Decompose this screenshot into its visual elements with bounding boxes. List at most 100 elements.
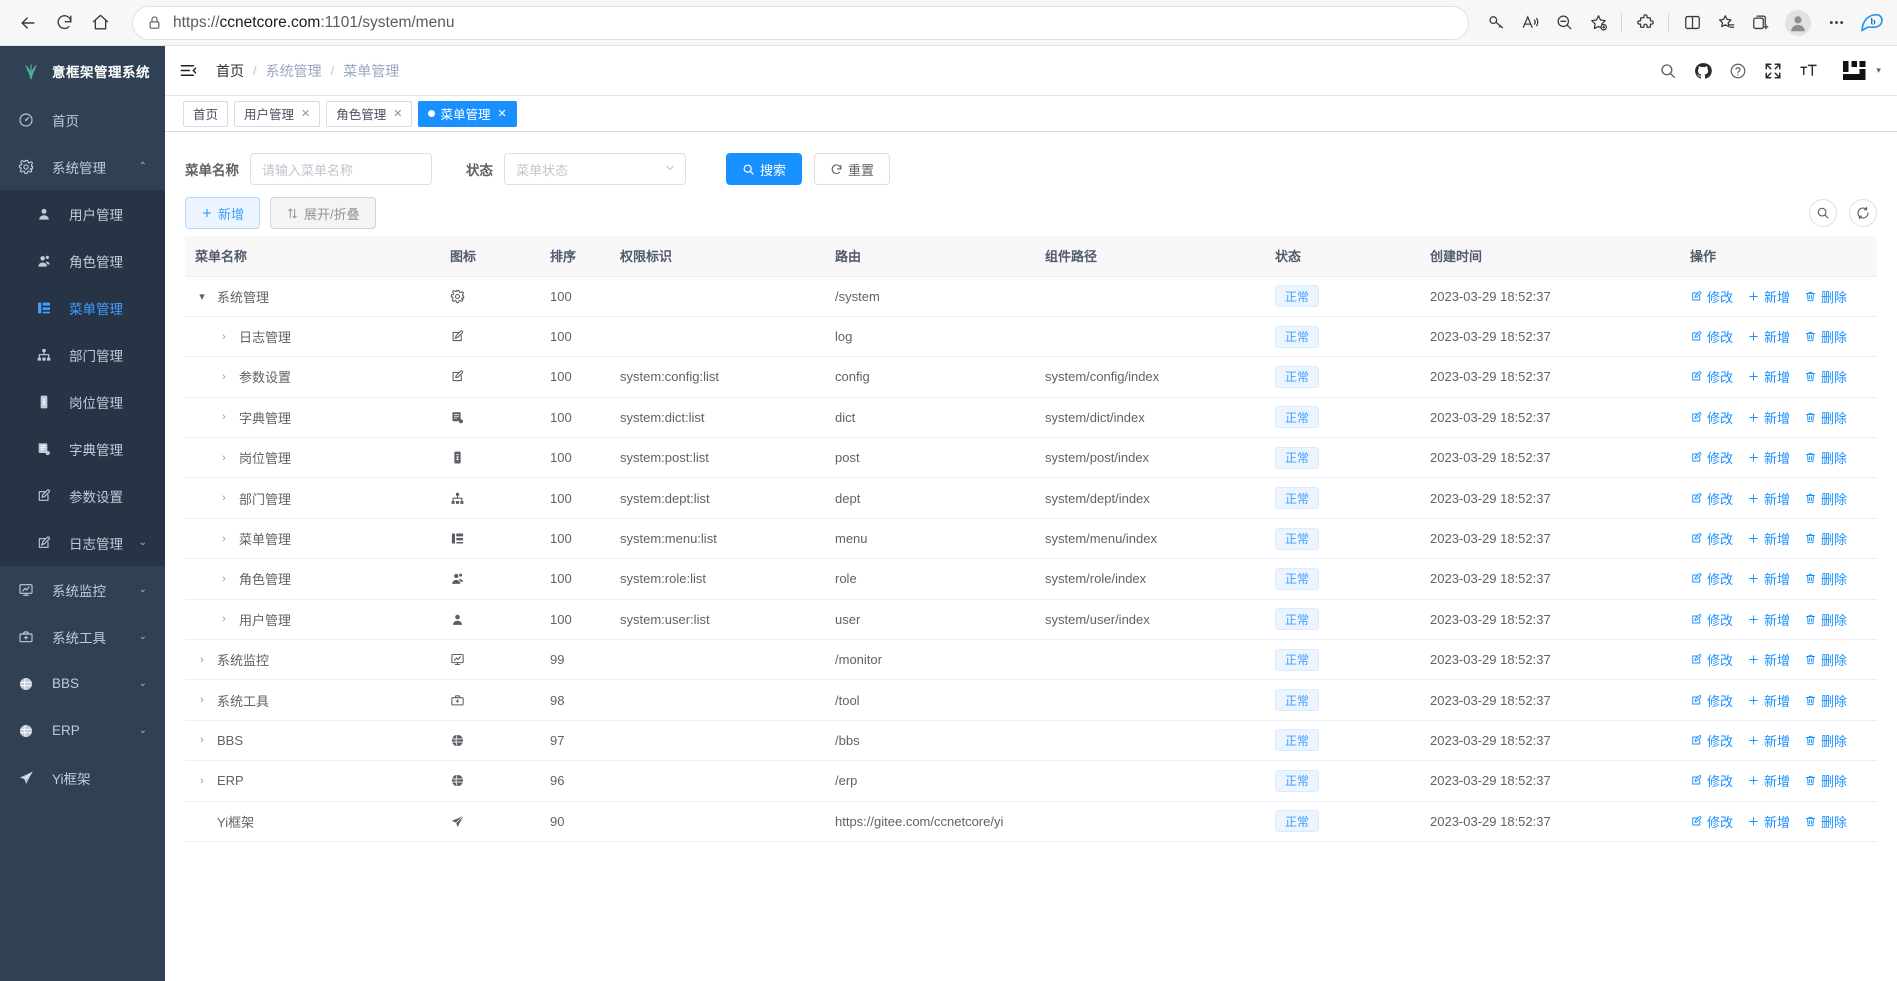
table-row[interactable]: › 参数设置 100 system:config:list config system/… — [185, 356, 1877, 398]
menu-name-input[interactable]: 请输入菜单名称 — [250, 153, 432, 185]
tree-expand-icon[interactable]: › — [200, 653, 204, 666]
tag-0[interactable]: 首页 — [183, 100, 229, 127]
table-row[interactable]: › 菜单管理 100 system:menu:list menu system/menu… — [185, 518, 1877, 560]
search-button[interactable]: 搜索 — [726, 153, 803, 185]
table-row[interactable]: › 日志管理 100 log 正常 2023-03-29 18:52:37 修改 新增 删除 — [185, 316, 1877, 358]
tree-expand-icon[interactable]: › — [222, 330, 226, 343]
browser-home-button[interactable] — [82, 5, 118, 41]
browser-refresh-button[interactable] — [46, 5, 82, 41]
tree-expand-icon[interactable]: ▾ — [199, 290, 205, 303]
font-size-icon[interactable] — [1799, 61, 1818, 80]
sidebar-item-2[interactable]: 用户管理 — [0, 190, 165, 237]
row-action-新增[interactable]: 新增 — [1747, 650, 1790, 669]
row-action-新增[interactable]: 新增 — [1747, 569, 1790, 588]
row-action-修改[interactable]: 修改 — [1690, 731, 1733, 750]
sidebar-item-8[interactable]: 参数设置 — [0, 472, 165, 519]
row-action-新增[interactable]: 新增 — [1747, 327, 1790, 346]
tree-expand-icon[interactable]: › — [222, 411, 226, 424]
row-action-删除[interactable]: 删除 — [1804, 731, 1847, 750]
row-action-修改[interactable]: 修改 — [1690, 691, 1733, 710]
tree-expand-icon[interactable]: › — [200, 774, 204, 787]
table-row[interactable]: › 字典管理 100 system:dict:list dict system/dict… — [185, 397, 1877, 439]
table-row[interactable]: › BBS 97/bbs 正常 2023-03-29 18:52:37 修改 新增 删除 — [185, 720, 1877, 762]
sidebar-item-4[interactable]: 菜单管理 — [0, 284, 165, 331]
expand-collapse-button[interactable]: 展开/折叠 — [270, 197, 376, 229]
tree-expand-icon[interactable]: › — [222, 572, 226, 585]
sidebar-item-5[interactable]: 部门管理 — [0, 331, 165, 378]
row-action-修改[interactable]: 修改 — [1690, 327, 1733, 346]
hamburger-collapse-icon[interactable] — [179, 61, 198, 80]
sidebar-item-9[interactable]: 日志管理 ⌄ — [0, 519, 165, 566]
close-icon[interactable]: ✕ — [497, 108, 507, 120]
table-row[interactable]: › 系统工具 98/tool 正常 2023-03-29 18:52:37 修改 新增 删除 — [185, 679, 1877, 721]
split-screen-icon[interactable] — [1675, 6, 1709, 40]
row-action-删除[interactable]: 删除 — [1804, 812, 1847, 831]
row-action-删除[interactable]: 删除 — [1804, 489, 1847, 508]
row-action-新增[interactable]: 新增 — [1747, 529, 1790, 548]
row-action-删除[interactable]: 删除 — [1804, 650, 1847, 669]
tree-expand-icon[interactable]: › — [222, 451, 226, 464]
tree-expand-icon[interactable]: › — [222, 532, 226, 545]
yi-avatar-logo[interactable]: ▾ — [1841, 59, 1881, 83]
close-icon[interactable]: ✕ — [393, 108, 403, 120]
row-action-删除[interactable]: 删除 — [1804, 448, 1847, 467]
row-action-新增[interactable]: 新增 — [1747, 610, 1790, 629]
browser-back-button[interactable] — [10, 5, 46, 41]
row-action-删除[interactable]: 删除 — [1804, 367, 1847, 386]
row-action-修改[interactable]: 修改 — [1690, 650, 1733, 669]
extensions-icon[interactable] — [1628, 6, 1662, 40]
row-action-修改[interactable]: 修改 — [1690, 287, 1733, 306]
profile-avatar[interactable] — [1785, 9, 1811, 36]
sidebar-item-6[interactable]: 岗位管理 — [0, 378, 165, 425]
sidebar-item-13[interactable]: ERP ⌄ — [0, 707, 165, 754]
row-action-修改[interactable]: 修改 — [1690, 771, 1733, 790]
row-action-修改[interactable]: 修改 — [1690, 448, 1733, 467]
row-action-删除[interactable]: 删除 — [1804, 569, 1847, 588]
more-options-icon[interactable] — [1819, 6, 1853, 40]
row-action-修改[interactable]: 修改 — [1690, 569, 1733, 588]
table-row[interactable]: › 系统监控 99/monitor 正常 2023-03-29 18:52:37 修改 新… — [185, 639, 1877, 681]
row-action-新增[interactable]: 新增 — [1747, 812, 1790, 831]
fullscreen-icon[interactable] — [1764, 62, 1782, 80]
address-bar[interactable]: https://ccnetcore.com:1101/system/menu — [132, 5, 1469, 40]
sidebar-item-14[interactable]: Yi框架 — [0, 754, 165, 801]
table-row[interactable]: Yi框架 90 https://gitee.com/ccnetcore/yi 正常 2… — [185, 801, 1877, 842]
tree-expand-icon[interactable]: › — [222, 613, 226, 626]
read-aloud-icon[interactable] — [1513, 6, 1547, 40]
collections-icon[interactable] — [1743, 6, 1777, 40]
add-button[interactable]: 新增 — [185, 197, 261, 229]
table-row[interactable]: › 岗位管理 100 system:post:list post system/post… — [185, 437, 1877, 479]
table-row[interactable]: › ERP 96/erp 正常 2023-03-29 18:52:37 修改 新增 删除 — [185, 760, 1877, 802]
row-action-新增[interactable]: 新增 — [1747, 287, 1790, 306]
sidebar-item-7[interactable]: 字典管理 — [0, 425, 165, 472]
copilot-icon[interactable]: b — [1853, 6, 1887, 40]
brand-header[interactable]: 意框架管理系统 — [0, 46, 165, 96]
table-row[interactable]: ▾ 系统管理 100/system 正常 2023-03-29 18:52:37 修改 新… — [185, 276, 1877, 317]
sidebar-item-1[interactable]: 系统管理 ⌃ — [0, 143, 165, 190]
help-circle-icon[interactable] — [1729, 62, 1747, 80]
row-action-修改[interactable]: 修改 — [1690, 489, 1733, 508]
reset-button[interactable]: 重置 — [814, 153, 891, 185]
row-action-新增[interactable]: 新增 — [1747, 731, 1790, 750]
row-action-删除[interactable]: 删除 — [1804, 610, 1847, 629]
tag-2[interactable]: 角色管理 ✕ — [326, 100, 413, 127]
refresh-icon[interactable] — [1848, 199, 1877, 227]
tree-expand-icon[interactable]: › — [222, 370, 226, 383]
row-action-删除[interactable]: 删除 — [1804, 529, 1847, 548]
table-row[interactable]: › 角色管理 100 system:role:list role system/role… — [185, 558, 1877, 600]
row-action-修改[interactable]: 修改 — [1690, 529, 1733, 548]
tag-1[interactable]: 用户管理 ✕ — [234, 100, 321, 127]
row-action-删除[interactable]: 删除 — [1804, 287, 1847, 306]
sidebar-item-0[interactable]: 首页 — [0, 96, 165, 143]
row-action-新增[interactable]: 新增 — [1747, 489, 1790, 508]
tree-expand-icon[interactable]: › — [222, 492, 226, 505]
row-action-新增[interactable]: 新增 — [1747, 408, 1790, 427]
row-action-修改[interactable]: 修改 — [1690, 408, 1733, 427]
tree-expand-icon[interactable]: › — [200, 694, 204, 707]
zoom-out-icon[interactable] — [1547, 6, 1581, 40]
breadcrumb-item-system[interactable]: 系统管理 — [265, 62, 322, 79]
table-row[interactable]: › 部门管理 100 system:dept:list dept system/dept… — [185, 477, 1877, 519]
tag-3[interactable]: 菜单管理 ✕ — [418, 100, 517, 127]
sidebar-item-10[interactable]: 系统监控 ⌄ — [0, 566, 165, 613]
sidebar-item-3[interactable]: 角色管理 — [0, 237, 165, 284]
